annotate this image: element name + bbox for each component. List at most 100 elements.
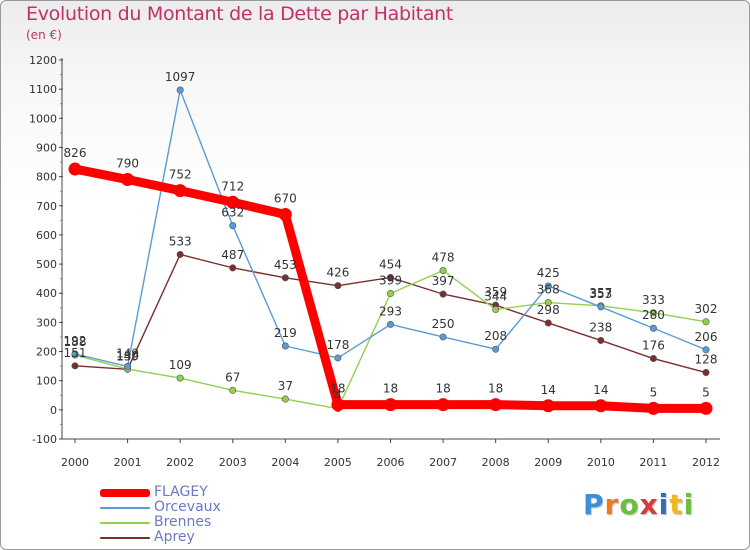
x-tick-label: 2006 [377,456,405,469]
x-tick-label: 2003 [219,456,247,469]
data-label: 192 [64,334,87,348]
legend-swatch-aprey [100,537,150,539]
x-tick-label: 2005 [324,456,352,469]
series-point-flagey [541,399,555,413]
data-label: 298 [537,303,560,317]
data-label: 353 [589,287,612,301]
y-tick-label: 1100 [29,83,57,96]
data-label: 37 [278,379,293,393]
data-label: 344 [484,290,507,304]
x-tick-label: 2010 [587,456,615,469]
logo-letter: x [639,488,659,521]
data-label: 454 [379,257,402,271]
data-label: 250 [432,317,455,331]
data-label: 5 [650,385,658,399]
series-point-flagey [68,162,82,176]
legend-label-brennes: Brennes [154,514,212,530]
series-point-flagey [278,208,292,222]
data-label: 359 [484,285,507,299]
series-point-aprey [386,273,394,281]
data-label: 790 [116,157,139,171]
data-label: 149 [116,346,139,360]
series-point-orcevaux [229,222,237,230]
series-point-aprey [176,250,184,258]
series-point-brennes [281,395,289,403]
y-tick-label: 500 [36,258,57,271]
data-label: 128 [695,353,718,367]
y-tick-label: 0 [50,404,57,417]
x-tick-label: 2004 [271,456,299,469]
data-label: 67 [225,370,240,384]
series-point-aprey [597,336,605,344]
series-point-orcevaux [71,350,79,358]
series-point-flagey [436,398,450,412]
data-label: 426 [326,266,349,280]
y-tick-label: 300 [36,316,57,329]
data-label: 18 [383,382,398,396]
data-label: 151 [64,346,87,360]
logo-letter: P [583,488,605,521]
series-point-orcevaux [439,333,447,341]
data-label: 139 [116,349,139,363]
y-tick-label: 1000 [29,112,57,125]
series-point-flagey [226,195,240,209]
series-point-aprey [649,355,657,363]
data-label: 397 [432,274,455,288]
data-label: 219 [274,326,297,340]
data-label: 1097 [165,70,196,84]
data-label: 425 [537,266,560,280]
data-label: 752 [169,168,192,182]
legend-item-brennes: Brennes [100,514,360,530]
legend-item-aprey: Aprey [100,529,360,545]
legend-swatch-flagey [100,489,150,497]
logo-letter: i [683,488,695,521]
data-label: 14 [593,383,608,397]
logo-letter: o [619,488,640,521]
data-label: 18 [435,382,450,396]
logo-letter: i [658,488,670,521]
data-label: 140 [116,349,139,363]
chart-title: Evolution du Montant de la Dette par Hab… [26,3,454,25]
legend-item-orcevaux: Orcevaux [100,499,360,515]
data-label: 478 [432,250,455,264]
data-label: 357 [589,286,612,300]
x-tick-label: 2011 [639,456,667,469]
y-tick-label: 200 [36,346,57,359]
legend-label-flagey: FLAGEY [154,484,208,500]
data-label: 18 [488,382,503,396]
series-point-flagey [121,173,135,187]
series-point-brennes [176,374,184,382]
data-label: 670 [274,192,297,206]
x-tick-label: 2000 [61,456,89,469]
proxiti-logo[interactable]: Proxiti [583,488,694,521]
legend-swatch-brennes [100,522,150,524]
x-tick-label: 2007 [429,456,457,469]
series-point-orcevaux [702,346,710,354]
data-label: 208 [484,329,507,343]
y-tick-label: -100 [32,433,57,446]
data-label: 333 [642,293,665,307]
series-point-brennes [492,306,500,314]
data-label: 188 [64,335,87,349]
series-point-flagey [699,401,713,415]
data-label: 206 [695,330,718,344]
data-label: 14 [541,383,556,397]
series-point-flagey [173,184,187,198]
series-point-aprey [334,282,342,290]
y-tick-label: 100 [36,375,57,388]
series-point-orcevaux [597,303,605,311]
data-label: 280 [642,308,665,322]
data-label: 178 [326,338,349,352]
data-label: 293 [379,304,402,318]
series-point-brennes [702,318,710,326]
logo-letter: r [604,488,620,521]
series-point-flagey [646,401,660,415]
data-label: 18 [330,382,345,396]
series-point-brennes [544,299,552,307]
series-point-orcevaux [124,362,132,370]
data-label: 632 [221,206,244,220]
series-point-orcevaux [176,86,184,94]
data-label: 712 [221,179,244,193]
